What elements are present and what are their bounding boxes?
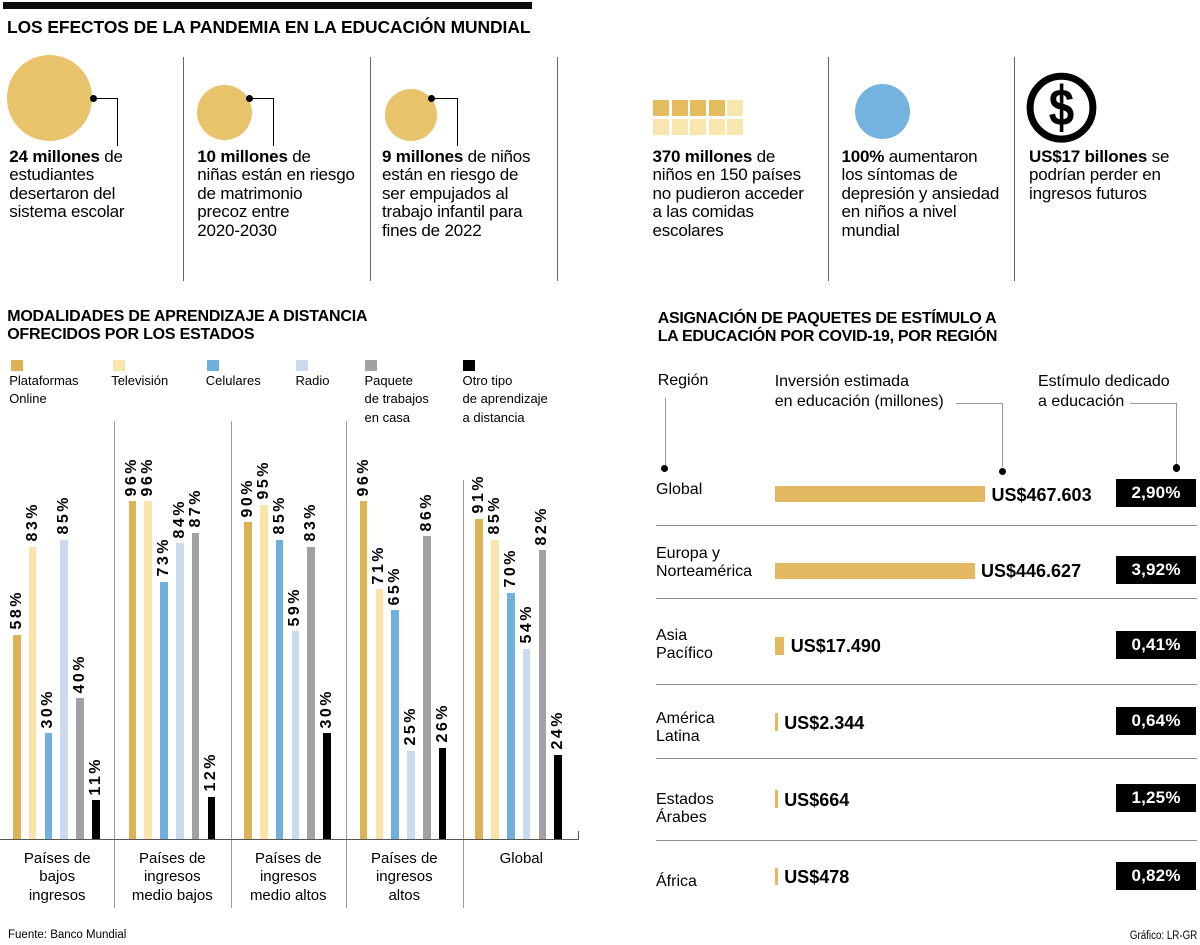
- svg-text:$: $: [1049, 79, 1074, 136]
